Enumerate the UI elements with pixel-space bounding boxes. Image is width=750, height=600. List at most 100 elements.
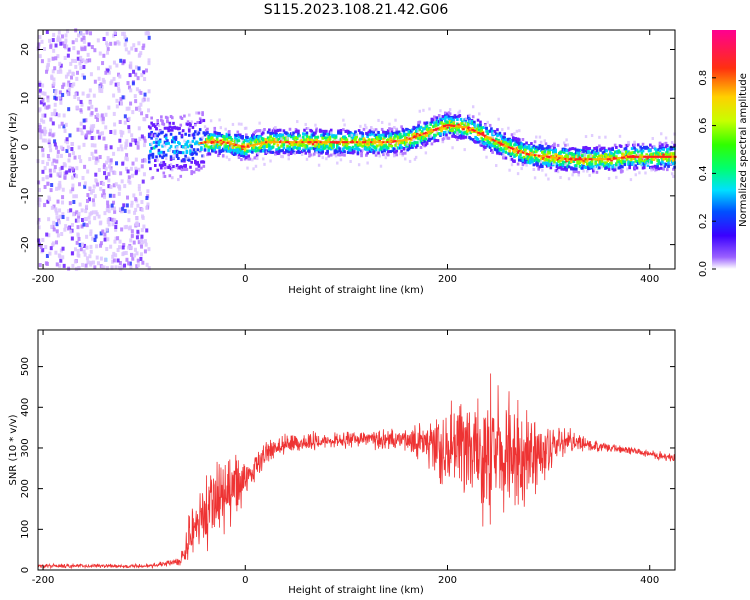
- spectrogram-cell: [615, 155, 618, 159]
- spectrogram-cell: [418, 127, 422, 131]
- spectrogram-cell: [64, 224, 68, 229]
- spectrogram-cell: [170, 116, 174, 120]
- spectrogram-cell: [343, 141, 347, 144]
- spectrogram-cell: [618, 156, 622, 159]
- spectrogram-cell: [482, 147, 486, 151]
- spectrogram-cell: [168, 174, 172, 178]
- spectrogram-cell: [287, 157, 290, 161]
- spectrogram-cell: [229, 136, 232, 140]
- spectrogram-cell: [507, 126, 510, 130]
- spectrogram-cell: [172, 121, 175, 125]
- spectrogram-cell: [61, 187, 65, 192]
- spectrogram-cell: [459, 125, 463, 128]
- spectrogram-cell: [41, 153, 45, 158]
- spectrogram-cell: [97, 135, 101, 140]
- spectrogram-cell: [61, 195, 65, 200]
- spectrogram-cell: [183, 139, 186, 143]
- spectrogram-cell: [48, 132, 52, 137]
- spectrogram-cell: [550, 156, 554, 159]
- spectrogram-cell: [541, 168, 544, 172]
- spectrogram-cell: [98, 155, 102, 160]
- spectrogram-cell: [66, 216, 70, 221]
- spectrogram-cell: [269, 141, 273, 144]
- spectrogram-cell: [581, 166, 584, 170]
- spectrogram-cell: [505, 145, 509, 148]
- spectrogram-cell: [52, 168, 56, 173]
- spectrogram-cell: [71, 40, 75, 45]
- spectrogram-cell: [140, 234, 144, 239]
- spectrogram-cell: [181, 145, 185, 149]
- spectrogram-cell: [189, 149, 192, 153]
- spectrogram-cell: [134, 157, 138, 162]
- spectrogram-cell: [120, 227, 124, 232]
- spectrogram-cell: [351, 141, 355, 144]
- spectrogram-cell: [412, 136, 416, 139]
- spectrogram-cell: [326, 152, 329, 156]
- spectrogram-cell: [143, 239, 147, 244]
- spectrogram-cell: [127, 218, 131, 223]
- spectrogram-cell: [244, 156, 248, 160]
- spectrogram-cell: [305, 141, 309, 144]
- spectrogram-cell: [53, 139, 57, 144]
- spectrogram-cell: [91, 188, 95, 193]
- spectrogram-cell: [424, 131, 428, 134]
- spectrogram-cell: [116, 81, 120, 86]
- spectrogram-cell: [54, 56, 58, 61]
- spectrogram-cell: [371, 132, 374, 136]
- spectrogram-cell: [303, 148, 306, 152]
- spectrogram-cell: [434, 128, 438, 131]
- spectrogram-cell: [104, 70, 108, 75]
- spectrogram-cell: [444, 135, 447, 139]
- spectrogram-cell: [309, 146, 312, 150]
- spectrogram-cell: [155, 144, 158, 148]
- spectrogram-cell: [71, 187, 75, 192]
- spectrogram-cell: [332, 145, 335, 149]
- spectrogram-cell: [185, 167, 189, 171]
- spectrogram-cell: [332, 143, 335, 147]
- spectrogram-cell: [361, 132, 365, 136]
- spectrogram-cell: [46, 161, 50, 166]
- spectrogram-cell: [574, 158, 578, 161]
- spectrogram-cell: [571, 173, 574, 177]
- y-tick-label: 400: [20, 398, 31, 417]
- spectrogram-cell: [125, 203, 129, 208]
- spectrogram-cell: [169, 167, 173, 171]
- spectrogram-cell: [175, 153, 179, 157]
- spectrogram-cell: [549, 166, 553, 170]
- spectrogram-cell: [344, 136, 348, 140]
- spectrogram-cell: [484, 137, 487, 141]
- spectrogram-cell: [309, 153, 312, 157]
- spectrogram-cell: [370, 141, 374, 144]
- spectrogram-cell: [400, 145, 403, 149]
- x-tick-label: 200: [438, 575, 457, 586]
- colorbar-tick-label: 0.2: [698, 213, 709, 229]
- spectrogram-cell: [608, 158, 612, 161]
- spectrogram-cell: [268, 142, 271, 146]
- spectrogram-cell: [317, 141, 321, 144]
- spectrogram-cell: [418, 133, 422, 136]
- spectrogram-cell: [321, 156, 324, 160]
- spectrogram-cell: [261, 131, 265, 135]
- spectrogram-cell: [107, 184, 111, 189]
- spectrogram-cell: [281, 155, 284, 159]
- spectrogram-cell: [414, 135, 418, 138]
- spectrogram-cell: [292, 135, 295, 139]
- spectrogram-cell: [510, 157, 514, 161]
- spectrogram-cell: [622, 153, 625, 157]
- spectrogram-cell: [122, 203, 126, 208]
- spectrogram-cell: [225, 155, 229, 159]
- spectrogram-cell: [556, 170, 560, 174]
- spectrogram-cell: [119, 58, 123, 63]
- y-tick-label: 100: [20, 520, 31, 539]
- spectrogram-cell: [100, 89, 104, 94]
- spectrogram-cell: [636, 152, 640, 156]
- spectrogram-cell: [667, 155, 671, 158]
- spectrogram-cell: [598, 156, 601, 160]
- spectrogram-cell: [374, 128, 378, 132]
- spectrogram-cell: [300, 152, 304, 156]
- spectrogram-cell: [493, 145, 497, 149]
- spectrogram-cell: [485, 141, 488, 145]
- spectrogram-cell: [41, 83, 45, 88]
- spectrogram-cell: [254, 164, 258, 168]
- spectrogram-cell: [114, 227, 118, 232]
